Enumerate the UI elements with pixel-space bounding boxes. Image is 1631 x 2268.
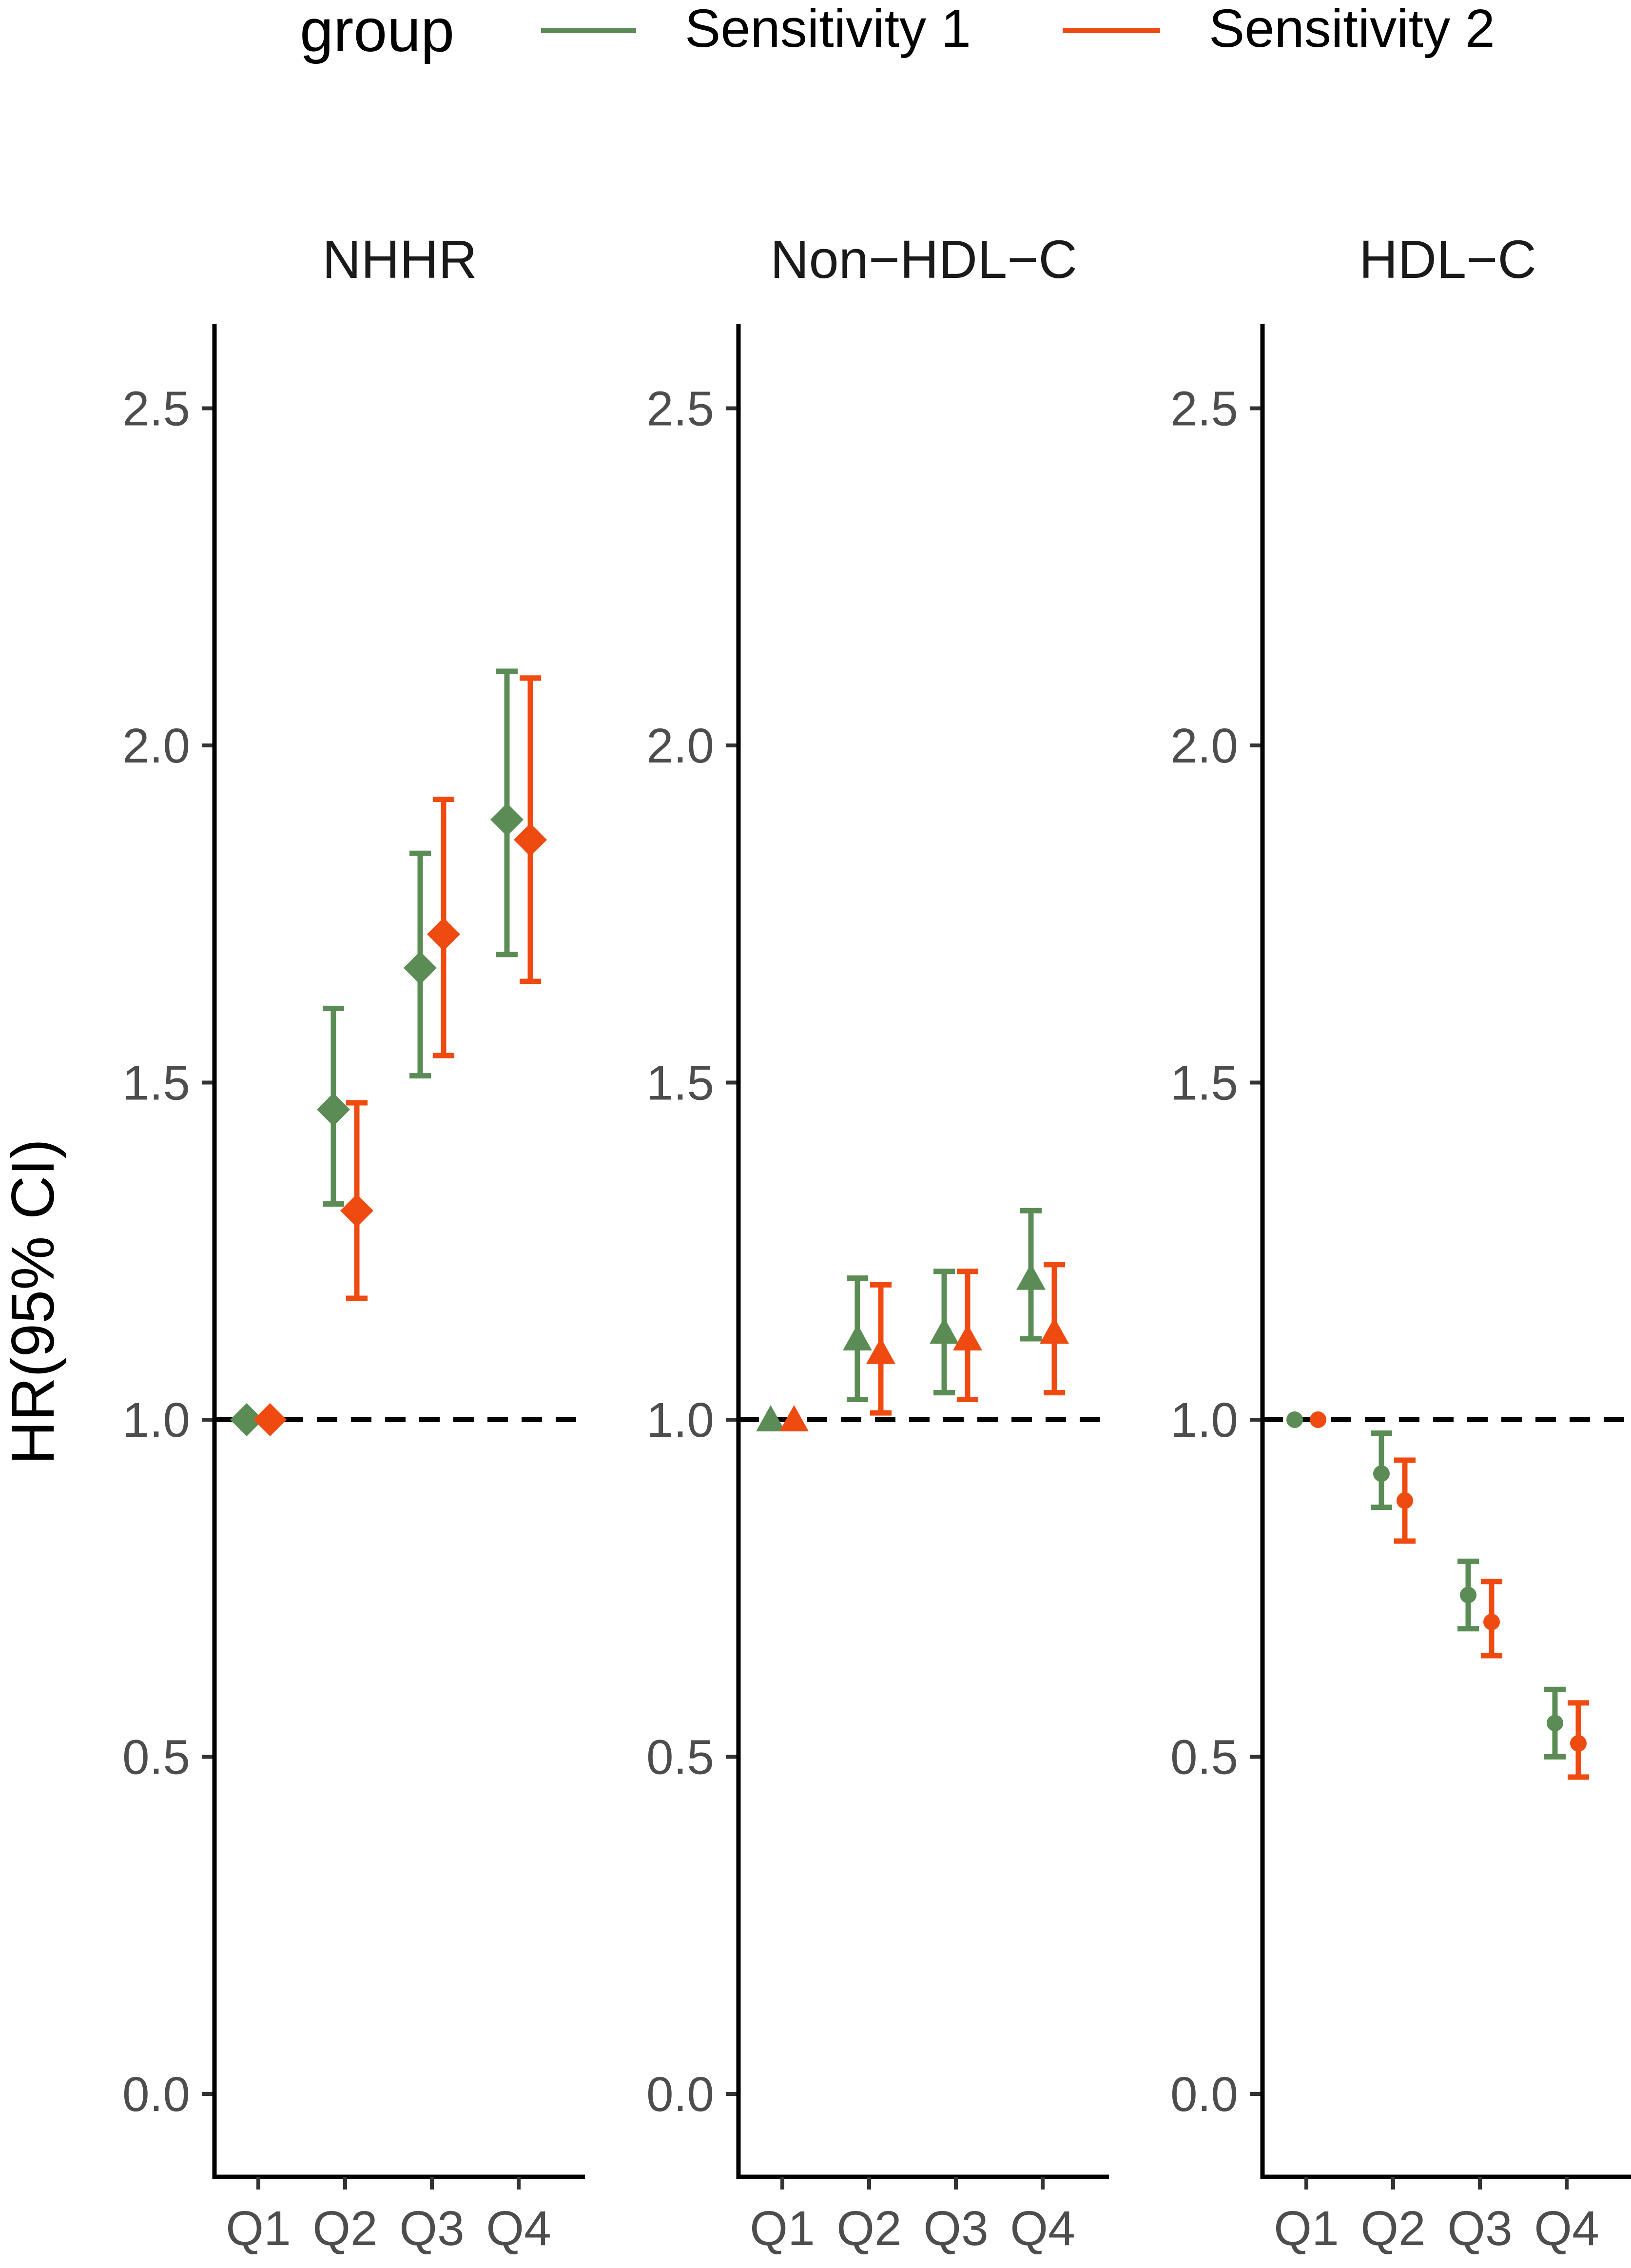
point-sensitivity-2-q3 bbox=[1483, 1613, 1500, 1630]
y-tick-label: 1.5 bbox=[122, 1056, 190, 1111]
y-tick-label: 0.0 bbox=[646, 2067, 714, 2122]
y-tick-label: 0.0 bbox=[1170, 2067, 1238, 2122]
y-tick-label: 0.5 bbox=[122, 1730, 190, 1785]
y-axis-title: HR(95% CI) bbox=[0, 1139, 67, 1465]
legend: group Sensitivity 1 Sensitivity 2 bbox=[300, 0, 1495, 64]
y-tick-label: 2.5 bbox=[646, 382, 714, 436]
point-sensitivity-1-q2 bbox=[843, 1324, 872, 1351]
point-sensitivity-1-q3 bbox=[404, 951, 437, 985]
y-tick-label: 1.0 bbox=[646, 1393, 714, 1447]
panel-hdl-c: HDL−C 0.0 0.5 1.0 1.5 2.0 2.5 Q1 Q2 Q3 Q4 bbox=[1170, 230, 1631, 2256]
point-sensitivity-2-q2 bbox=[1397, 1492, 1413, 1509]
x-tick-label: Q1 bbox=[750, 2201, 815, 2256]
point-sensitivity-2-q2 bbox=[866, 1337, 895, 1364]
y-tick-label: 2.0 bbox=[646, 719, 714, 773]
point-sensitivity-2-q1 bbox=[779, 1405, 809, 1431]
x-tick-label: Q4 bbox=[1534, 2201, 1599, 2256]
point-sensitivity-1-q1 bbox=[756, 1405, 785, 1431]
y-tick-label: 0.5 bbox=[1170, 1730, 1238, 1785]
point-sensitivity-1-q4 bbox=[490, 803, 524, 837]
point-sensitivity-1-q1 bbox=[230, 1403, 263, 1436]
point-sensitivity-2-q3 bbox=[427, 918, 460, 951]
y-tick-label: 0.5 bbox=[646, 1730, 714, 1785]
panel-nhhr: NHHR 0.0 0.5 1.0 1.5 2.0 2.5 Q1 Q2 Q3 Q4 bbox=[122, 230, 585, 2256]
x-tick-label: Q4 bbox=[486, 2201, 551, 2256]
y-tick-label: 2.5 bbox=[1170, 382, 1238, 436]
point-sensitivity-2-q4 bbox=[1570, 1735, 1587, 1752]
point-sensitivity-1-q4 bbox=[1016, 1263, 1046, 1290]
point-sensitivity-2-q1 bbox=[253, 1403, 287, 1436]
y-tick-label: 0.0 bbox=[122, 2067, 190, 2122]
panel-title-non-hdl-c: Non−HDL−C bbox=[770, 230, 1077, 290]
panels: NHHR 0.0 0.5 1.0 1.5 2.0 2.5 Q1 Q2 Q3 Q4 Non−HDL−C 0… bbox=[122, 230, 1631, 2256]
point-sensitivity-1-q4 bbox=[1547, 1715, 1563, 1732]
y-tick-label: 1.0 bbox=[1170, 1393, 1238, 1447]
x-tick-label: Q2 bbox=[312, 2201, 377, 2256]
point-sensitivity-1-q2 bbox=[317, 1093, 350, 1126]
y-tick-label: 1.5 bbox=[646, 1056, 714, 1111]
point-sensitivity-2-q4 bbox=[514, 823, 547, 857]
y-tick-label: 1.0 bbox=[122, 1393, 190, 1447]
x-tick-label: Q4 bbox=[1010, 2201, 1075, 2256]
y-tick-label: 2.0 bbox=[122, 719, 190, 773]
legend-title: group bbox=[300, 0, 454, 64]
x-tick-label: Q1 bbox=[1274, 2201, 1339, 2256]
point-sensitivity-1-q1 bbox=[1286, 1411, 1303, 1428]
point-sensitivity-1-q3 bbox=[930, 1317, 959, 1344]
y-tick-label: 2.0 bbox=[1170, 719, 1238, 773]
point-sensitivity-2-q1 bbox=[1310, 1411, 1326, 1428]
point-sensitivity-2-q2 bbox=[340, 1194, 373, 1228]
point-sensitivity-2-q3 bbox=[953, 1324, 982, 1351]
point-sensitivity-2-q4 bbox=[1040, 1317, 1069, 1344]
x-tick-label: Q1 bbox=[226, 2201, 291, 2256]
x-tick-label: Q3 bbox=[923, 2201, 988, 2256]
x-tick-label: Q3 bbox=[399, 2201, 464, 2256]
point-sensitivity-1-q2 bbox=[1373, 1465, 1390, 1482]
x-tick-label: Q2 bbox=[1360, 2201, 1425, 2256]
x-tick-label: Q3 bbox=[1447, 2201, 1512, 2256]
y-tick-label: 1.5 bbox=[1170, 1056, 1238, 1111]
legend-label-sensitivity-1: Sensitivity 1 bbox=[685, 0, 971, 59]
x-tick-label: Q2 bbox=[836, 2201, 901, 2256]
panel-non-hdl-c: Non−HDL−C 0.0 0.5 1.0 1.5 2.0 2.5 Q1 Q2 Q3 Q4 bbox=[646, 230, 1109, 2256]
legend-label-sensitivity-2: Sensitivity 2 bbox=[1209, 0, 1495, 59]
panel-title-nhhr: NHHR bbox=[322, 230, 477, 290]
panel-title-hdl-c: HDL−C bbox=[1359, 230, 1536, 290]
point-sensitivity-1-q3 bbox=[1460, 1586, 1476, 1603]
y-tick-label: 2.5 bbox=[122, 382, 190, 436]
